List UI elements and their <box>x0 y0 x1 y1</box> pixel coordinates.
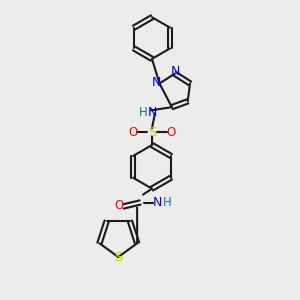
Text: N: N <box>152 76 161 89</box>
Text: N: N <box>153 196 163 209</box>
Text: O: O <box>166 126 176 139</box>
Text: O: O <box>115 199 124 212</box>
Text: N: N <box>147 106 157 119</box>
Text: O: O <box>128 126 138 139</box>
Text: H: H <box>163 196 171 209</box>
Text: S: S <box>114 251 122 265</box>
Text: N: N <box>171 65 180 78</box>
Text: H: H <box>139 106 147 119</box>
Text: S: S <box>148 126 156 139</box>
